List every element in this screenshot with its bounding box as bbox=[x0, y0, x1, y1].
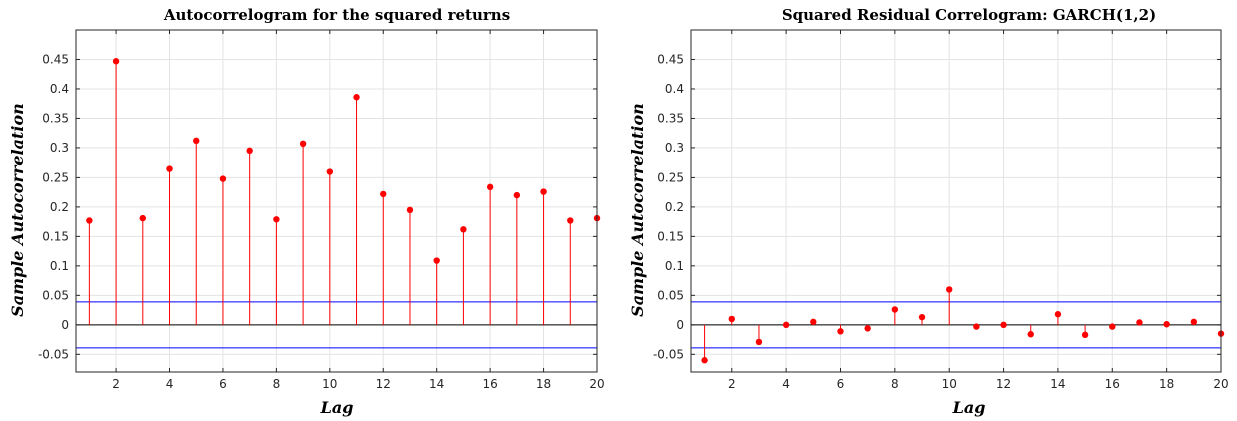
y-tick-label: 0.25 bbox=[42, 170, 69, 184]
y-tick-label: 0.1 bbox=[50, 259, 69, 273]
x-tick-label: 20 bbox=[589, 377, 604, 391]
x-axis-label: Lag bbox=[952, 398, 986, 417]
x-tick-label: 8 bbox=[891, 377, 899, 391]
stem-marker bbox=[1000, 321, 1007, 329]
stem-marker bbox=[1054, 311, 1062, 318]
stem-marker bbox=[1163, 321, 1170, 328]
x-tick-label: 14 bbox=[429, 377, 444, 391]
stem-marker bbox=[810, 318, 817, 326]
x-tick-label: 2 bbox=[728, 377, 736, 391]
x-tick-label: 10 bbox=[322, 377, 337, 391]
chart-panel-right: 2 4 6 8 10 12 14 16 18 20 -0.05 0 0.05 0.1 0.15 0.2 0.25… bbox=[620, 0, 1237, 421]
x-tick-label: 14 bbox=[1050, 377, 1065, 391]
y-tick-label: -0.05 bbox=[653, 347, 684, 361]
stem-marker bbox=[567, 217, 574, 224]
y-tick-label: -0.05 bbox=[38, 347, 69, 361]
chart-title: Squared Residual Correlogram: GARCH(1,2) bbox=[782, 6, 1156, 24]
y-tick-label: 0.15 bbox=[42, 229, 69, 243]
y-tick-label: 0.25 bbox=[657, 170, 684, 184]
x-tick-label: 18 bbox=[1159, 377, 1174, 391]
x-tick-label: 20 bbox=[1213, 377, 1228, 391]
x-tick-label: 8 bbox=[273, 377, 281, 391]
stem-marker bbox=[1190, 318, 1198, 326]
residual-correlogram-chart: 2 4 6 8 10 12 14 16 18 20 -0.05 0 0.05 0.1 0.15 0.2 0.25… bbox=[628, 6, 1229, 417]
stem-marker bbox=[782, 321, 790, 329]
y-axis-label: Sample Autocorrelation bbox=[628, 103, 647, 317]
stem-marker bbox=[299, 140, 307, 148]
stem-marker bbox=[166, 165, 173, 172]
y-tick-label: 0.15 bbox=[657, 229, 684, 243]
stem-marker bbox=[946, 286, 953, 293]
axes-box bbox=[690, 29, 1222, 373]
stem-marker bbox=[86, 217, 93, 224]
x-tick-label: 2 bbox=[112, 377, 120, 391]
y-tick-label: 0.3 bbox=[50, 141, 69, 155]
x-tick-label: 10 bbox=[942, 377, 957, 391]
stem-marker bbox=[513, 191, 521, 199]
stem-marker bbox=[1136, 319, 1143, 326]
y-axis-label: Sample Autocorrelation bbox=[8, 103, 27, 317]
chart-title: Autocorrelogram for the squared returns bbox=[163, 6, 510, 24]
stem-marker bbox=[460, 226, 467, 233]
y-tick-label: 0.4 bbox=[50, 82, 69, 96]
plot-area: 2 4 6 8 10 12 14 16 18 20 -0.05 0 0.05 0.1 0.15 0.2 0.25… bbox=[653, 29, 1229, 391]
axes-box bbox=[75, 29, 598, 373]
stem-marker bbox=[380, 190, 387, 198]
stem-marker bbox=[540, 188, 547, 195]
stem-marker bbox=[273, 216, 280, 223]
y-tick-label: 0.2 bbox=[50, 200, 69, 214]
autocorrelogram-chart: 2 4 6 8 10 12 14 16 18 20 -0.05 0 0.05 0.1 0.15 0.2 0.25… bbox=[8, 6, 605, 417]
stem-marker bbox=[755, 338, 763, 346]
stem-marker bbox=[193, 137, 200, 145]
stem-marker bbox=[326, 168, 334, 175]
stem-marker bbox=[112, 58, 120, 65]
y-tick-label: 0.35 bbox=[42, 111, 69, 125]
stem-marker bbox=[973, 323, 980, 330]
y-tick-label: 0 bbox=[676, 318, 684, 332]
stem-marker bbox=[728, 315, 735, 323]
stem-marker bbox=[864, 325, 871, 332]
stem-marker bbox=[486, 183, 494, 191]
x-tick-label: 18 bbox=[536, 377, 551, 391]
stem-marker bbox=[837, 328, 844, 335]
stem-marker bbox=[701, 357, 708, 364]
x-tick-label: 6 bbox=[837, 377, 845, 391]
y-tick-label: 0.1 bbox=[665, 259, 684, 273]
stem-marker bbox=[918, 313, 926, 321]
stem-marker bbox=[353, 94, 360, 101]
stem-marker bbox=[1109, 323, 1116, 330]
y-tick-label: 0 bbox=[61, 318, 69, 332]
y-tick-label: 0.45 bbox=[657, 52, 684, 66]
plot-area: 2 4 6 8 10 12 14 16 18 20 -0.05 0 0.05 0.1 0.15 0.2 0.25… bbox=[38, 29, 605, 391]
y-tick-label: 0.4 bbox=[665, 82, 684, 96]
stem-marker bbox=[1027, 331, 1034, 338]
y-tick-label: 0.3 bbox=[665, 141, 684, 155]
y-tick-label: 0.45 bbox=[42, 52, 69, 66]
x-tick-label: 16 bbox=[482, 377, 497, 391]
stem-marker bbox=[139, 214, 146, 222]
stem-marker bbox=[219, 175, 227, 182]
x-tick-label: 12 bbox=[996, 377, 1011, 391]
stem-marker bbox=[433, 257, 440, 264]
y-tick-label: 0.05 bbox=[42, 288, 69, 302]
stem-marker bbox=[406, 206, 414, 214]
x-tick-label: 4 bbox=[782, 377, 790, 391]
x-tick-label: 4 bbox=[166, 377, 174, 391]
x-tick-label: 12 bbox=[376, 377, 391, 391]
plot-background bbox=[691, 30, 1221, 372]
x-tick-label: 6 bbox=[219, 377, 227, 391]
y-tick-label: 0.2 bbox=[665, 200, 684, 214]
stem-marker bbox=[1081, 331, 1089, 339]
y-tick-label: 0.05 bbox=[657, 288, 684, 302]
stem-marker bbox=[246, 147, 253, 155]
stem-marker bbox=[891, 306, 899, 313]
x-tick-label: 16 bbox=[1105, 377, 1120, 391]
y-tick-label: 0.35 bbox=[657, 111, 684, 125]
x-axis-label: Lag bbox=[320, 398, 354, 417]
chart-panel-left: 2 4 6 8 10 12 14 16 18 20 -0.05 0 0.05 0.1 0.15 0.2 0.25… bbox=[0, 0, 618, 421]
plot-background bbox=[76, 30, 597, 372]
